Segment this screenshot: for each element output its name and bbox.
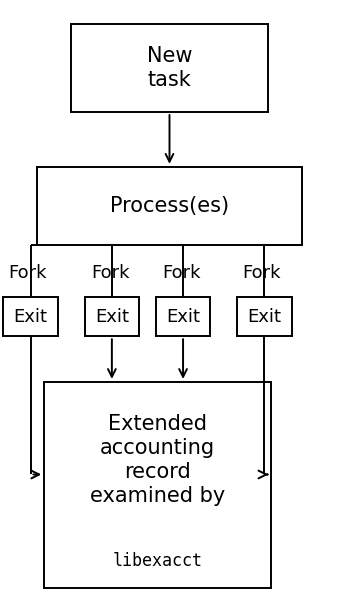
- Bar: [237, 297, 292, 336]
- Text: Fork: Fork: [242, 264, 281, 282]
- Bar: [44, 382, 271, 588]
- Text: Exit: Exit: [166, 308, 200, 325]
- Bar: [156, 297, 210, 336]
- Bar: [37, 167, 302, 245]
- Text: Fork: Fork: [163, 264, 201, 282]
- Text: libexacct: libexacct: [113, 552, 203, 570]
- Text: Extended
accounting
record
examined by: Extended accounting record examined by: [90, 414, 225, 506]
- Bar: [85, 297, 139, 336]
- Text: Exit: Exit: [95, 308, 129, 325]
- Text: Fork: Fork: [92, 264, 130, 282]
- Bar: [3, 297, 58, 336]
- Text: Exit: Exit: [247, 308, 281, 325]
- Text: Fork: Fork: [8, 264, 47, 282]
- Bar: [71, 24, 268, 112]
- Text: Process(es): Process(es): [110, 196, 229, 216]
- Text: Exit: Exit: [14, 308, 47, 325]
- Text: New
task: New task: [147, 46, 192, 90]
